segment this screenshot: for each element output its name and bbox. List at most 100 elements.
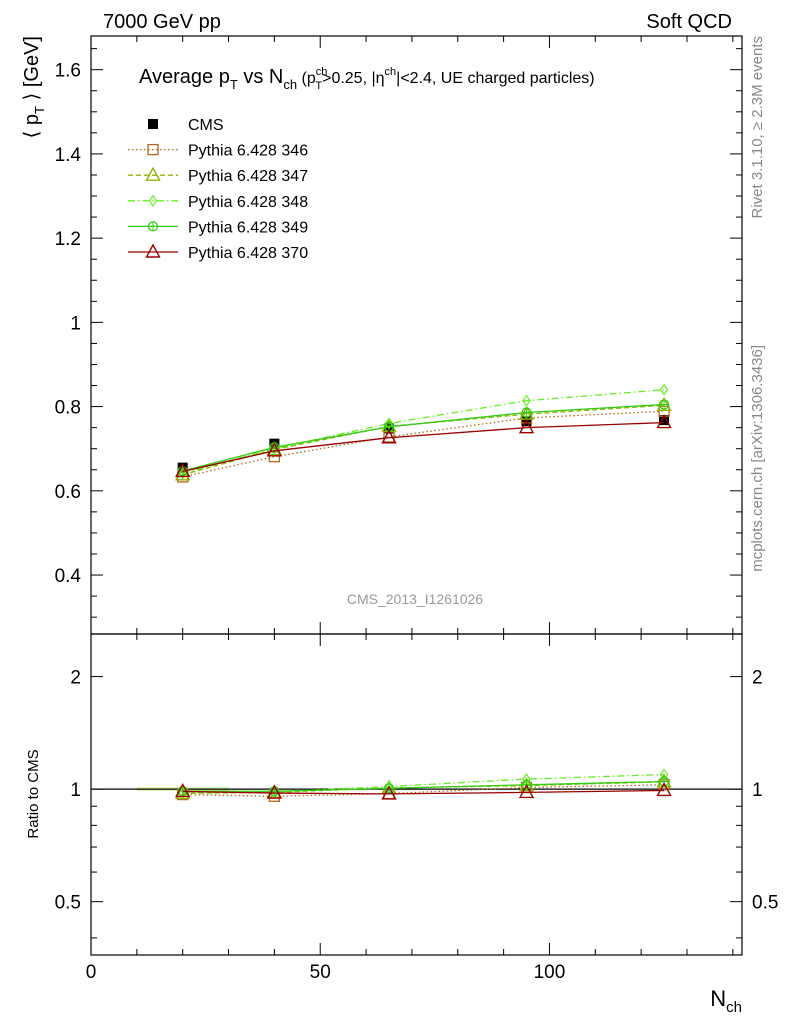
ratio-y-tick-label: 2	[70, 668, 81, 689]
main-y-tick-label: 1.6	[55, 61, 81, 82]
ratio-panel: 0.5 0.5 1 1 2 2 0 50 100 Ratio to CMS Nch	[25, 633, 779, 1016]
legend: CMS Pythia 6.428 346 Pythia 6.428 347 Pythi…	[128, 117, 308, 262]
main-y-tick-labels: 0.4 0.6 0.8 1 1.2 1.4 1.6	[55, 61, 82, 587]
data-point	[659, 383, 669, 396]
legend-label: Pythia 6.428 349	[188, 219, 308, 236]
legend-label: Pythia 6.428 347	[188, 168, 308, 185]
title-cut-mid: >0.25, |η	[322, 70, 384, 87]
analysis-watermark: CMS_2013_I1261026	[347, 591, 483, 607]
title-cut-end: |<2.4, UE charged particles)	[396, 70, 594, 87]
main-y-tick-label: 1.2	[55, 229, 81, 250]
series-line	[182, 389, 665, 475]
legend-label: Pythia 6.428 346	[188, 143, 308, 160]
main-y-tick-label: 1.4	[55, 145, 82, 166]
title-mid: vs N	[238, 66, 284, 88]
series-line	[182, 421, 665, 473]
ratio-point	[658, 776, 670, 787]
main-series	[175, 383, 672, 483]
legend-entry: CMS	[148, 117, 224, 134]
data-point	[659, 415, 670, 426]
ratio-point	[656, 781, 672, 797]
ratio-point	[266, 784, 283, 799]
ratio-point	[381, 785, 397, 800]
ratio-series	[91, 768, 742, 802]
legend-marker	[147, 221, 159, 232]
ratio-y-axis-label: Ratio to CMS	[25, 749, 42, 838]
ratio-y-tick-label-right: 0.5	[752, 893, 778, 914]
data-point	[658, 399, 670, 410]
main-y-tick-label: 1	[70, 313, 81, 334]
legend-entry: Pythia 6.428 370	[128, 243, 308, 262]
series-line	[182, 404, 665, 476]
ratio-series-4	[175, 781, 672, 800]
ratio-series-1	[175, 773, 672, 800]
title-cut-sup: ch	[316, 66, 328, 78]
main-y-tick-label: 0.4	[55, 566, 82, 587]
ratio-y-tick-label-right: 2	[752, 668, 763, 689]
main-y-axis-label-close: ⟩ [GeV]	[21, 36, 43, 106]
main-y-tick-label: 0.8	[55, 398, 81, 419]
title-cut-sup2: ch	[385, 66, 397, 78]
ratio-frame	[90, 633, 743, 956]
title-cut-sub: T	[315, 80, 322, 92]
ratio-line	[182, 789, 665, 795]
legend-label: Pythia 6.428 370	[188, 245, 308, 262]
legend-marker	[145, 243, 161, 258]
legend-entry: Pythia 6.428 346	[128, 143, 308, 160]
legend-label: Pythia 6.428 348	[188, 194, 308, 211]
x-tick-labels: 0 50 100	[86, 962, 566, 983]
legend-entry: Pythia 6.428 347	[128, 166, 308, 185]
series-4	[177, 399, 670, 477]
legend-entry: Pythia 6.428 348	[128, 194, 308, 211]
series-line	[182, 410, 665, 478]
ratio-line	[182, 784, 665, 797]
legend-marker	[148, 119, 158, 129]
x-tick-label: 100	[534, 962, 566, 983]
main-y-axis-label-open: ⟨ p	[21, 114, 43, 138]
ratio-y-tick-labels: 0.5 0.5 1 1 2 2	[55, 668, 779, 914]
ratio-axis-ticks	[91, 634, 742, 955]
legend-marker	[147, 143, 159, 156]
data-point	[178, 467, 187, 480]
ratio-point	[175, 782, 191, 798]
process-label: Soft QCD	[646, 11, 732, 33]
title-pre: Average p	[139, 66, 230, 88]
legend-entry: Pythia 6.428 349	[128, 219, 308, 236]
series-line	[182, 403, 665, 472]
main-panel: 0.40.60.811.21.41.6 ⟨ pT ⟩ [GeV] Average…	[21, 35, 743, 635]
data-point	[381, 429, 397, 444]
ratio-y-tick-label: 1	[70, 780, 81, 801]
x-axis-label-main: N	[710, 986, 726, 1011]
title-sub2: ch	[283, 77, 297, 92]
data-point	[266, 442, 283, 457]
energy-label: 7000 GeV pp	[103, 11, 221, 33]
x-tick-label: 50	[310, 962, 331, 983]
series-5	[175, 414, 672, 478]
mcplots-label: mcplots.cern.ch [arXiv:1306.3436]	[749, 345, 766, 572]
main-axis-ticks	[91, 36, 742, 634]
ratio-y-tick-label-right: 1	[752, 780, 763, 801]
ratio-y-tick-label: 0.5	[55, 893, 81, 914]
chart-title: Average pT vs Nch (pch T>0.25, |ηch|<2.4,…	[139, 66, 595, 92]
data-point	[521, 407, 532, 418]
main-y-axis-label-sub: T	[32, 106, 47, 114]
data-point	[518, 419, 535, 434]
title-sub1: T	[230, 77, 238, 92]
main-y-tick-label: 0.6	[55, 482, 81, 503]
x-tick-label: 0	[86, 962, 97, 983]
x-axis-label: Nch	[710, 986, 742, 1016]
legend-marker	[148, 194, 158, 207]
legend-marker	[145, 166, 161, 181]
rivet-label: Rivet 3.1.10, ≥ 2.3M events	[749, 36, 766, 219]
data-point	[656, 414, 672, 429]
x-axis-label-sub: ch	[726, 999, 742, 1016]
data-point	[522, 394, 531, 407]
series-2	[175, 396, 672, 481]
data-point	[175, 462, 191, 478]
main-y-axis-label: ⟨ pT ⟩ [GeV]	[21, 36, 47, 139]
legend-label: CMS	[188, 117, 224, 134]
ratio-point	[518, 783, 535, 799]
ratio-point	[656, 773, 672, 788]
title-cut-open: (p	[297, 70, 316, 87]
